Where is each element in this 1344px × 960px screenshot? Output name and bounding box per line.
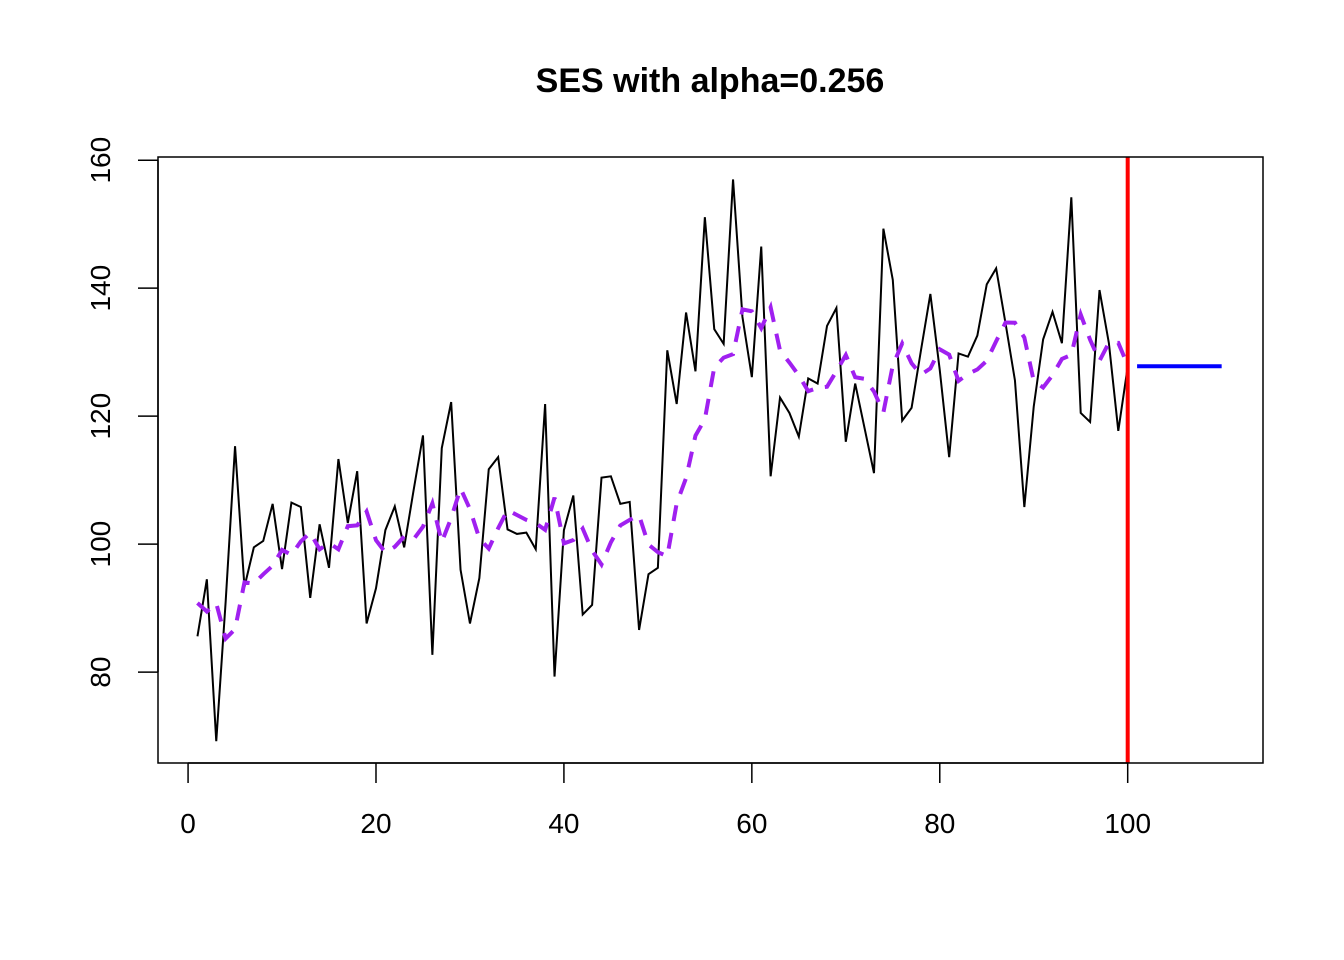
x-tick-label: 40 [548,808,579,839]
x-tick-label: 20 [360,808,391,839]
x-tick-label: 100 [1104,808,1151,839]
y-tick-label: 160 [85,137,116,184]
y-tick-label: 80 [85,657,116,688]
chart-title: SES with alpha=0.256 [536,62,885,100]
x-tick-label: 80 [924,808,955,839]
x-tick-label: 0 [180,808,196,839]
y-tick-label: 100 [85,521,116,568]
x-tick-label: 60 [736,808,767,839]
plot-frame [157,156,1264,764]
fitted-series-line [196,300,1130,643]
y-tick-label: 120 [85,393,116,440]
y-tick-label: 140 [85,265,116,312]
observed-series-line [196,179,1129,742]
